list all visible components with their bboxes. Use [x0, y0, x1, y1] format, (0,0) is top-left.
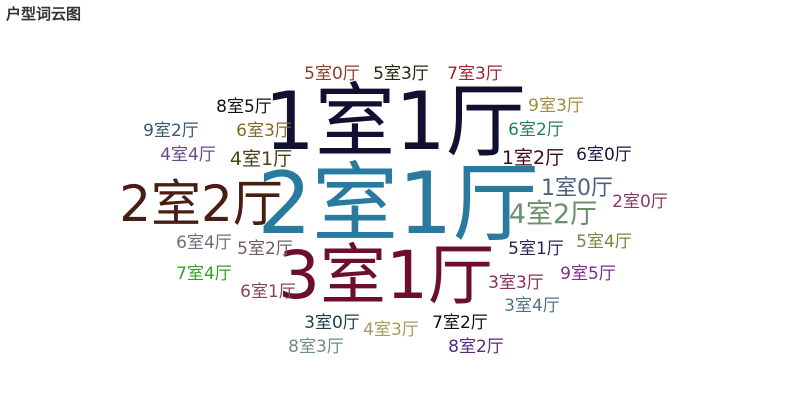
- word-7室3厅: 7室3厅: [447, 64, 503, 84]
- word-4室4厅: 4室4厅: [160, 145, 216, 165]
- chart-title: 户型词云图: [6, 5, 82, 23]
- word-2室2厅: 2室2厅: [119, 175, 283, 233]
- word-1室0厅: 1室0厅: [541, 176, 613, 201]
- word-4室2厅: 4室2厅: [509, 199, 597, 230]
- word-8室2厅: 8室2厅: [448, 337, 504, 357]
- word-5室0厅: 5室0厅: [304, 64, 360, 84]
- word-2室1厅: 2室1厅: [257, 154, 538, 254]
- word-4室3厅: 4室3厅: [363, 320, 419, 340]
- word-3室3厅: 3室3厅: [488, 273, 544, 293]
- word-7室2厅: 7室2厅: [432, 313, 488, 333]
- word-9室3厅: 9室3厅: [528, 96, 584, 116]
- word-7室4厅: 7室4厅: [176, 264, 232, 284]
- word-4室1厅: 4室1厅: [230, 148, 292, 170]
- word-6室4厅: 6室4厅: [176, 233, 232, 253]
- word-5室3厅: 5室3厅: [373, 64, 429, 84]
- word-1室1厅: 1室1厅: [264, 75, 526, 168]
- word-8室5厅: 8室5厅: [216, 97, 272, 117]
- word-5室1厅: 5室1厅: [508, 239, 564, 259]
- word-9室2厅: 9室2厅: [143, 121, 199, 141]
- word-6室2厅: 6室2厅: [508, 120, 564, 140]
- word-3室0厅: 3室0厅: [304, 313, 360, 333]
- word-6室0厅: 6室0厅: [576, 145, 632, 165]
- word-6室3厅: 6室3厅: [236, 121, 292, 141]
- word-8室3厅: 8室3厅: [288, 337, 344, 357]
- word-5室2厅: 5室2厅: [237, 239, 293, 259]
- word-3室1厅: 3室1厅: [278, 237, 494, 314]
- word-2室0厅: 2室0厅: [612, 192, 668, 212]
- word-5室4厅: 5室4厅: [576, 232, 632, 252]
- word-1室2厅: 1室2厅: [502, 147, 564, 169]
- word-9室5厅: 9室5厅: [560, 264, 616, 284]
- word-6室1厅: 6室1厅: [240, 282, 296, 302]
- word-3室4厅: 3室4厅: [504, 296, 560, 316]
